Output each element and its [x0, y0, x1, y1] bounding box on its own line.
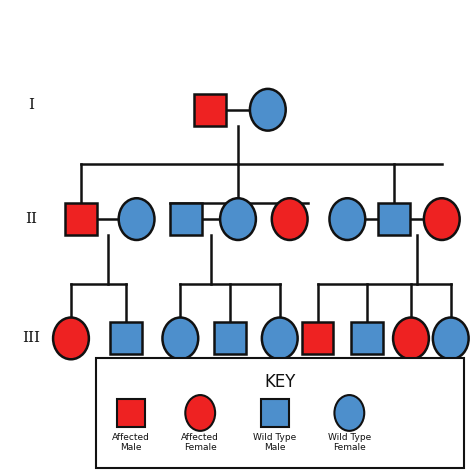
Text: I: I	[28, 98, 34, 112]
FancyBboxPatch shape	[117, 399, 145, 427]
Text: Affected
Female: Affected Female	[181, 433, 219, 452]
FancyBboxPatch shape	[194, 94, 226, 126]
Ellipse shape	[163, 318, 198, 359]
Text: KEY: KEY	[264, 373, 295, 391]
FancyBboxPatch shape	[65, 203, 97, 235]
Ellipse shape	[220, 198, 256, 240]
Ellipse shape	[53, 318, 89, 359]
Text: Wild Type
Female: Wild Type Female	[328, 433, 371, 452]
Text: Wild Type
Male: Wild Type Male	[253, 433, 296, 452]
FancyBboxPatch shape	[110, 322, 142, 354]
Ellipse shape	[329, 198, 365, 240]
Ellipse shape	[118, 198, 155, 240]
Bar	[96, 358, 464, 468]
Ellipse shape	[433, 318, 469, 359]
Ellipse shape	[185, 395, 215, 431]
FancyBboxPatch shape	[351, 322, 383, 354]
Text: II: II	[25, 212, 37, 226]
FancyBboxPatch shape	[301, 322, 333, 354]
Ellipse shape	[272, 198, 308, 240]
Text: Affected
Male: Affected Male	[112, 433, 150, 452]
Ellipse shape	[335, 395, 364, 431]
FancyBboxPatch shape	[261, 399, 289, 427]
Ellipse shape	[262, 318, 298, 359]
Ellipse shape	[393, 318, 429, 359]
Ellipse shape	[250, 89, 286, 131]
FancyBboxPatch shape	[170, 203, 202, 235]
Ellipse shape	[424, 198, 460, 240]
Text: III: III	[22, 331, 40, 346]
FancyBboxPatch shape	[214, 322, 246, 354]
FancyBboxPatch shape	[378, 203, 410, 235]
